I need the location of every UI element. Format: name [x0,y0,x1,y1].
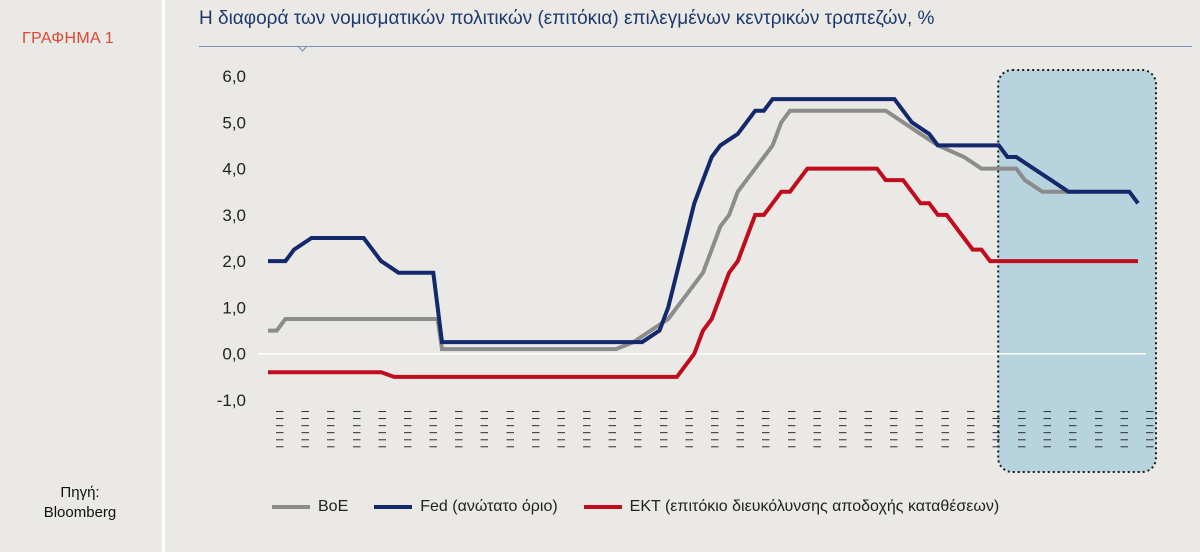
x-tick-label: IIIIII [785,410,797,452]
x-tick-label: IIIIII [1143,410,1155,452]
y-tick-label: 5,0 [222,113,246,132]
x-tick-label: IIIIII [810,410,822,452]
x-tick-label: IIIIII [427,410,439,452]
chart-legend: BoE Fed (ανώτατο όριο) ΕΚΤ (επιτόκιο διε… [272,498,1025,516]
y-tick-label: 6,0 [222,67,246,86]
x-tick-label: IIIIII [1117,410,1129,452]
series-line-ecb [268,166,1138,379]
x-tick-label: IIIIII [682,410,694,452]
legend-label-fed: Fed (ανώτατο όριο) [420,498,558,515]
x-tick-label: IIIIII [554,410,566,452]
x-tick-label: IIIIII [452,410,464,452]
x-tick-label: IIIIII [708,410,720,452]
x-tick-label: IIIIII [350,410,362,452]
x-tick-label: IIIIII [1041,410,1053,452]
x-tick-label: IIIIII [759,410,771,452]
source-note: Πηγή: Bloomberg [20,483,140,523]
x-tick-label: IIIIII [503,410,515,452]
legend-label-ecb: ΕΚΤ (επιτόκιο διευκόλυνσης αποδοχής κατα… [629,498,1000,515]
source-label: Πηγή: [60,484,100,501]
legend-swatch-ecb [583,505,622,509]
x-tick-label: IIIIII [401,410,413,452]
x-tick-label: IIIIII [375,410,387,452]
x-tick-label: IIIIII [606,410,618,452]
legend-item-ecb: ΕΚΤ (επιτόκιο διευκόλυνσης αποδοχής κατα… [583,498,1000,516]
y-tick-label: 1,0 [222,298,246,317]
y-tick-label: 3,0 [222,206,246,225]
series-line-boe [268,108,1078,352]
title-caret-icon [298,45,307,52]
x-tick-label: IIIIII [989,410,1001,452]
legend-swatch-fed [374,505,413,509]
legend-item-boe: BoE [272,498,348,516]
x-tick-label: IIIIII [1066,410,1078,452]
x-tick-label: IIIIII [478,410,490,452]
x-tick-label: IIIIII [580,410,592,452]
x-tick-label: IIIIII [1015,410,1027,452]
x-tick-label: IIIIII [887,410,899,452]
chart-title: Η διαφορά των νομισματικών πολιτικών (επ… [199,8,935,29]
figure-label: ΓΡΑΦΗΜΑ 1 [22,30,114,47]
x-tick-label: IIIIII [1092,410,1104,452]
source-value: Bloomberg [43,504,117,521]
x-tick-label: IIIIII [529,410,541,452]
x-tick-label: IIIIII [324,410,336,452]
y-tick-label: -1,0 [217,391,246,410]
y-tick-label: 2,0 [222,252,246,271]
x-tick-label: IIIIII [964,410,976,452]
series-line-fed [268,97,1140,345]
x-tick-label: IIIIII [913,410,925,452]
y-tick-label: 0,0 [222,345,246,364]
legend-swatch-boe [272,505,310,509]
x-tick-label: IIIIII [273,410,285,452]
legend-label-boe: BoE [318,498,349,515]
y-tick-label: 4,0 [222,160,246,179]
x-tick-label: IIIIII [657,410,669,452]
x-tick-label: IIIIII [938,410,950,452]
x-tick-label: IIIIII [862,410,874,452]
x-tick-label: IIIIII [836,410,848,452]
legend-item-fed: Fed (ανώτατο όριο) [374,498,558,516]
title-rule [199,46,1192,47]
x-tick-label: IIIIII [631,410,643,452]
x-tick-label: IIIIII [299,410,311,452]
x-tick-label: IIIIII [734,410,746,452]
sidebar-panel: ΓΡΑΦΗΜΑ 1 Πηγή: Bloomberg [0,0,160,552]
